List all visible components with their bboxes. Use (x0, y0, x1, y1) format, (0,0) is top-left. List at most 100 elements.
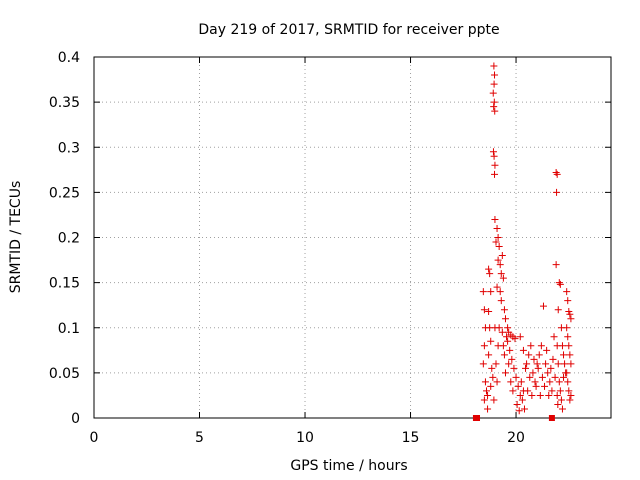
plot-frame (93, 56, 612, 419)
data-point (552, 169, 560, 177)
data-point (490, 62, 498, 70)
data-point (566, 396, 574, 404)
data-point (553, 391, 561, 399)
data-point (555, 378, 563, 386)
data-point (567, 315, 575, 323)
data-point (553, 170, 561, 178)
data-point (560, 373, 568, 381)
data-point (548, 415, 555, 421)
data-point (522, 364, 530, 372)
data-point (556, 387, 564, 395)
data-point (564, 333, 572, 341)
data-point (486, 270, 494, 278)
data-point (541, 382, 549, 390)
data-point (500, 306, 508, 314)
axis-ticks: 0 5 10 15 20 0 0.05 0.1 0.15 0.2 0.25 0.3 0.35 0.4 (49, 50, 611, 446)
data-point (494, 256, 502, 264)
data-point (564, 378, 572, 386)
data-point (538, 373, 546, 381)
data-point (499, 274, 507, 282)
data-point (545, 391, 553, 399)
y-tick-label: 0.4 (58, 50, 80, 66)
data-point (554, 306, 562, 314)
data-point (556, 280, 564, 288)
data-point (565, 342, 573, 350)
data-point (501, 369, 509, 377)
data-point (504, 324, 512, 332)
data-point (490, 80, 498, 88)
data-point (494, 342, 502, 350)
data-point (497, 270, 505, 278)
data-point (479, 360, 487, 368)
data-point (543, 346, 551, 354)
data-point (519, 387, 527, 395)
y-tick-label: 0.1 (58, 321, 80, 337)
data-point (489, 89, 497, 97)
data-point (535, 351, 543, 359)
data-point (484, 405, 492, 413)
data-point (491, 107, 499, 115)
data-point (563, 369, 571, 377)
data-point (481, 378, 489, 386)
data-point (560, 351, 568, 359)
data-point (496, 261, 504, 269)
data-point (531, 378, 539, 386)
data-point (557, 396, 565, 404)
data-point (542, 360, 550, 368)
data-point (507, 378, 515, 386)
y-tick-label: 0.25 (49, 185, 80, 201)
data-point (504, 337, 512, 345)
x-tick-label: 5 (195, 430, 204, 446)
data-point (479, 288, 487, 296)
data-point (561, 360, 569, 368)
grid-lines (94, 57, 611, 418)
data-point (518, 396, 526, 404)
data-point (533, 360, 541, 368)
x-axis-label: GPS time / hours (290, 458, 407, 474)
data-point (534, 364, 542, 372)
data-point (484, 391, 492, 399)
data-point (485, 308, 493, 316)
data-point (506, 346, 514, 354)
data-point (563, 288, 571, 296)
data-point (532, 382, 540, 390)
data-point (489, 148, 497, 156)
data-point (482, 387, 490, 395)
data-point (491, 170, 499, 178)
data-point (554, 400, 562, 408)
data-point (488, 364, 496, 372)
data-point (487, 288, 495, 296)
y-tick-label: 0 (71, 411, 80, 427)
data-point (501, 315, 509, 323)
data-point (492, 360, 500, 368)
y-tick-label: 0.15 (49, 276, 80, 292)
y-tick-label: 0.35 (49, 95, 80, 111)
data-point (487, 382, 495, 390)
y-tick-label: 0.2 (58, 231, 80, 247)
data-point (511, 335, 519, 343)
data-point (517, 378, 525, 386)
data-point (474, 415, 481, 421)
data-point (491, 71, 499, 79)
data-point (558, 405, 566, 413)
data-point (552, 261, 560, 269)
data-point (519, 346, 527, 354)
data-point (553, 342, 561, 350)
data-point (525, 351, 533, 359)
data-point (516, 391, 524, 399)
data-point (544, 369, 552, 377)
data-point (498, 328, 506, 336)
data-point (567, 391, 575, 399)
data-point (496, 288, 504, 296)
data-point (493, 378, 501, 386)
data-point (490, 396, 498, 404)
data-point (485, 265, 493, 273)
data-point (490, 98, 498, 106)
data-point (554, 360, 562, 368)
data-point (498, 252, 506, 260)
data-point (491, 215, 499, 223)
data-point (495, 243, 503, 251)
data-point (510, 364, 518, 372)
y-tick-label: 0.3 (58, 140, 80, 156)
